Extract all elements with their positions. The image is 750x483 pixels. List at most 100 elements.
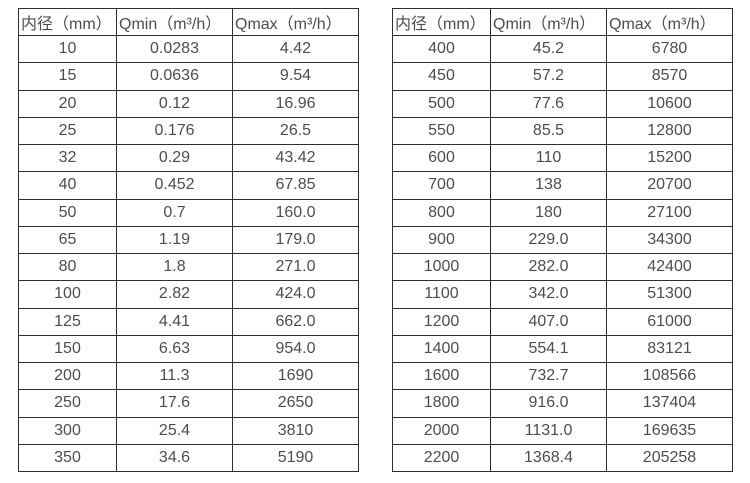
cell-diameter: 1400 [392, 334, 491, 364]
cell-qmin: 0.29 [116, 143, 233, 173]
cell-qmax: 26.5 [232, 116, 359, 146]
cell-diameter: 250 [18, 389, 117, 418]
cell-qmin: 407.0 [490, 307, 607, 336]
header-row: 内径（mm） Qmin（m³/h） Qmax（m³/h） [18, 8, 359, 36]
table-row: 700 138 20700 [392, 171, 733, 200]
cell-qmin: 34.6 [116, 443, 233, 473]
cell-qmax: 42400 [606, 252, 733, 282]
header-cell-diameter: 内径（mm） [18, 8, 117, 36]
cell-qmax: 16.96 [232, 89, 359, 118]
cell-diameter: 2000 [392, 416, 491, 445]
cell-qmin: 45.2 [490, 34, 607, 64]
table-row: 100 2.82 424.0 [18, 280, 359, 309]
cell-qmax: 424.0 [232, 280, 359, 309]
cell-qmax: 3810 [232, 416, 359, 445]
cell-diameter: 200 [18, 361, 117, 391]
cell-diameter: 1200 [392, 307, 491, 336]
cell-qmin: 0.452 [116, 171, 233, 200]
cell-diameter: 2200 [392, 443, 491, 473]
cell-qmax: 662.0 [232, 307, 359, 336]
cell-diameter: 1600 [392, 361, 491, 391]
cell-qmin: 4.41 [116, 307, 233, 336]
flow-spec-table-small-diameters: 内径（mm） Qmin（m³/h） Qmax（m³/h） 10 0.0283 4.4… [18, 8, 359, 473]
table-row: 15 0.0636 9.54 [18, 62, 359, 91]
table-row: 1800 916.0 137404 [392, 389, 733, 418]
header-cell-qmax: Qmax（m³/h） [606, 8, 733, 36]
cell-qmin: 1.19 [116, 225, 233, 255]
table-row: 350 34.6 5190 [18, 443, 359, 473]
cell-qmin: 554.1 [490, 334, 607, 364]
cell-diameter: 25 [18, 116, 117, 146]
table-row: 2200 1368.4 205258 [392, 443, 733, 473]
cell-qmin: 0.0283 [116, 34, 233, 64]
header-cell-qmin: Qmin（m³/h） [116, 8, 233, 36]
cell-diameter: 600 [392, 143, 491, 173]
table-row: 1600 732.7 108566 [392, 361, 733, 391]
cell-diameter: 700 [392, 171, 491, 200]
table-row: 600 110 15200 [392, 143, 733, 173]
cell-qmax: 954.0 [232, 334, 359, 364]
table-row: 300 25.4 3810 [18, 416, 359, 445]
cell-qmax: 20700 [606, 171, 733, 200]
table-row: 125 4.41 662.0 [18, 307, 359, 336]
table-row: 40 0.452 67.85 [18, 171, 359, 200]
cell-qmax: 61000 [606, 307, 733, 336]
cell-qmin: 0.0636 [116, 62, 233, 91]
table-body: 10 0.0283 4.42 15 0.0636 9.54 20 0.12 16.96 25 0.1… [18, 34, 359, 473]
header-row: 内径（mm） Qmin（m³/h） Qmax（m³/h） [392, 8, 733, 36]
cell-qmin: 2.82 [116, 280, 233, 309]
table-row: 65 1.19 179.0 [18, 225, 359, 255]
cell-qmax: 10600 [606, 89, 733, 118]
cell-qmin: 0.7 [116, 198, 233, 227]
cell-qmin: 916.0 [490, 389, 607, 418]
cell-qmin: 282.0 [490, 252, 607, 282]
table-row: 400 45.2 6780 [392, 34, 733, 64]
cell-qmin: 732.7 [490, 361, 607, 391]
cell-qmax: 27100 [606, 198, 733, 227]
table-row: 1000 282.0 42400 [392, 252, 733, 282]
cell-diameter: 65 [18, 225, 117, 255]
cell-qmin: 11.3 [116, 361, 233, 391]
cell-qmin: 1.8 [116, 252, 233, 282]
table-row: 500 77.6 10600 [392, 89, 733, 118]
cell-qmin: 17.6 [116, 389, 233, 418]
cell-diameter: 10 [18, 34, 117, 64]
cell-diameter: 900 [392, 225, 491, 255]
cell-diameter: 450 [392, 62, 491, 91]
cell-qmin: 138 [490, 171, 607, 200]
table-row: 450 57.2 8570 [392, 62, 733, 91]
cell-diameter: 500 [392, 89, 491, 118]
table-row: 32 0.29 43.42 [18, 143, 359, 173]
cell-qmax: 4.42 [232, 34, 359, 64]
cell-qmin: 342.0 [490, 280, 607, 309]
table-row: 50 0.7 160.0 [18, 198, 359, 227]
cell-diameter: 1800 [392, 389, 491, 418]
table-row: 1400 554.1 83121 [392, 334, 733, 364]
cell-qmax: 5190 [232, 443, 359, 473]
cell-qmax: 160.0 [232, 198, 359, 227]
cell-qmax: 12800 [606, 116, 733, 146]
table-row: 250 17.6 2650 [18, 389, 359, 418]
cell-diameter: 550 [392, 116, 491, 146]
table-row: 550 85.5 12800 [392, 116, 733, 146]
table-row: 80 1.8 271.0 [18, 252, 359, 282]
cell-qmax: 271.0 [232, 252, 359, 282]
table-row: 900 229.0 34300 [392, 225, 733, 255]
flow-spec-table-large-diameters: 内径（mm） Qmin（m³/h） Qmax（m³/h） 400 45.2 6780… [392, 8, 733, 473]
cell-diameter: 32 [18, 143, 117, 173]
cell-qmin: 57.2 [490, 62, 607, 91]
table-row: 2000 1131.0 169635 [392, 416, 733, 445]
cell-diameter: 300 [18, 416, 117, 445]
header-cell-diameter: 内径（mm） [392, 8, 491, 36]
cell-qmax: 1690 [232, 361, 359, 391]
table-row: 1100 342.0 51300 [392, 280, 733, 309]
cell-qmax: 108566 [606, 361, 733, 391]
cell-qmin: 110 [490, 143, 607, 173]
cell-qmax: 179.0 [232, 225, 359, 255]
table-row: 150 6.63 954.0 [18, 334, 359, 364]
cell-qmax: 67.85 [232, 171, 359, 200]
cell-qmin: 229.0 [490, 225, 607, 255]
cell-diameter: 20 [18, 89, 117, 118]
cell-qmin: 85.5 [490, 116, 607, 146]
